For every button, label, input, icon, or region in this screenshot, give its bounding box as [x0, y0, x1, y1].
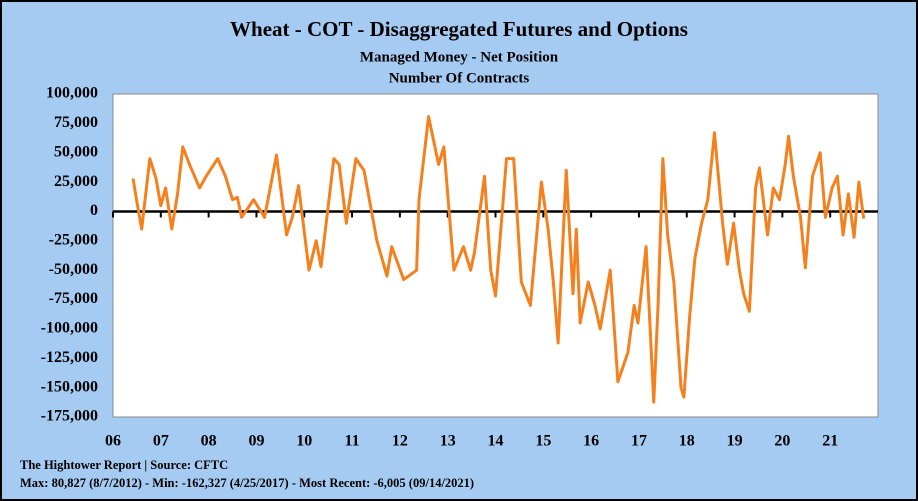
x-tick-label: 07	[153, 433, 169, 450]
x-tick-label: 12	[392, 433, 408, 450]
y-tick-label: -100,000	[41, 320, 98, 337]
plot-area	[112, 93, 879, 418]
y-tick-label: 100,000	[46, 85, 98, 102]
x-tick-label: 20	[774, 433, 790, 450]
x-tick-label: 06	[105, 433, 121, 450]
x-tick-label: 08	[201, 433, 217, 450]
x-tick-label: 21	[822, 433, 838, 450]
y-axis-label: Number Of Contracts	[389, 70, 530, 86]
x-tick-label: 10	[296, 433, 312, 450]
chart-title: Wheat - COT - Disaggregated Futures and …	[230, 17, 688, 41]
annotation: Max: 80,827 (8/7/2012) - Min: -162,327 (…	[20, 476, 474, 490]
y-tick-label: -75,000	[49, 290, 98, 307]
x-tick-label: 11	[345, 433, 360, 450]
y-tick-label: -125,000	[41, 349, 98, 366]
y-tick-label: -150,000	[41, 378, 98, 395]
x-tick-label: 15	[535, 433, 551, 450]
y-tick-label: -25,000	[49, 231, 98, 248]
chart-subtitle: Managed Money - Net Position	[360, 49, 559, 65]
data-line	[131, 115, 866, 404]
x-tick-label: 19	[727, 433, 743, 450]
x-tick-label: 09	[248, 433, 264, 450]
y-tick-label: 75,000	[54, 114, 98, 131]
y-tick-label: -50,000	[49, 261, 98, 278]
y-tick-label: 0	[90, 202, 98, 219]
source-note: The Hightower Report | Source: CFTC	[20, 458, 228, 472]
x-tick-label: 18	[679, 433, 695, 450]
y-tick-label: 50,000	[54, 143, 98, 160]
x-tick-label: 16	[583, 433, 599, 450]
x-tick-label: 17	[631, 433, 647, 450]
x-tick-label: 14	[488, 433, 504, 450]
x-tick-label: 13	[440, 433, 456, 450]
y-tick-label: -175,000	[41, 408, 98, 425]
y-tick-label: 25,000	[54, 173, 98, 190]
